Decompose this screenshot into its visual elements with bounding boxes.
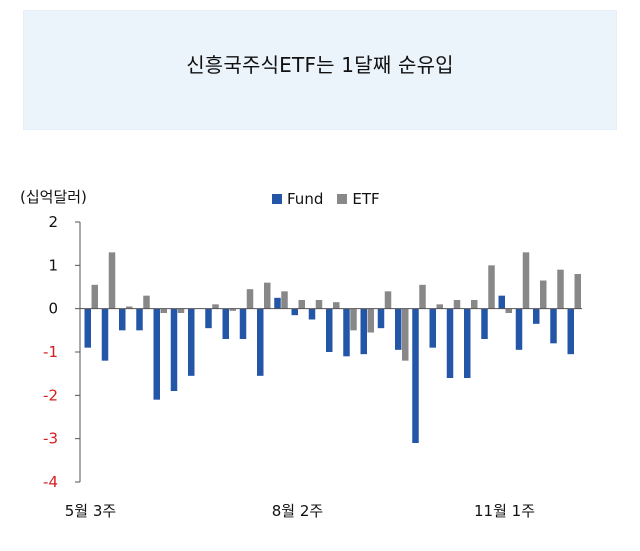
bar-etf xyxy=(471,300,478,309)
x-tick-label: 8월 2주 xyxy=(272,502,323,520)
bar-etf xyxy=(384,291,392,309)
bar-etf xyxy=(315,300,323,309)
bar-fund xyxy=(464,308,471,378)
bar-fund xyxy=(360,308,367,355)
bar-fund xyxy=(119,308,126,331)
bar-fund xyxy=(170,308,178,391)
bar-fund xyxy=(395,308,402,350)
y-tick-label: -1 xyxy=(43,343,58,361)
bar-etf xyxy=(298,300,305,309)
bar-fund xyxy=(343,308,350,357)
bar-etf xyxy=(402,308,409,361)
bar-etf xyxy=(281,291,288,309)
bar-etf xyxy=(350,308,357,331)
legend-swatch-etf xyxy=(337,194,348,204)
bar-etf xyxy=(488,265,495,309)
bar-fund xyxy=(550,308,557,344)
bar-etf xyxy=(229,308,236,311)
bar-etf xyxy=(212,304,219,309)
bar-etf xyxy=(540,280,547,309)
bar-fund xyxy=(205,308,212,329)
bar-etf xyxy=(574,274,581,309)
bar-fund xyxy=(101,308,109,361)
bar-etf xyxy=(367,308,374,333)
bar-fund xyxy=(412,308,419,443)
bar-fund xyxy=(257,308,264,376)
bar-etf xyxy=(557,269,564,309)
bar-fund xyxy=(515,308,523,350)
bar-fund xyxy=(84,308,91,348)
bar-etf xyxy=(108,252,116,309)
legend-swatch-fund xyxy=(272,194,282,204)
bar-etf xyxy=(177,308,185,313)
bar-etf xyxy=(264,282,271,309)
bar-fund xyxy=(481,308,488,339)
bar-fund xyxy=(153,308,160,400)
bar-fund xyxy=(239,308,247,339)
y-axis-unit-label: (십억달러) xyxy=(20,188,87,206)
bar-fund xyxy=(377,308,385,329)
y-tick-label: -3 xyxy=(43,430,58,448)
title-panel: 신흥국주식ETF는 1달째 순유입 xyxy=(23,10,617,130)
bar-etf xyxy=(453,300,461,309)
bar-etf xyxy=(246,289,254,309)
y-tick-label: 1 xyxy=(48,256,58,274)
y-tick-label: 0 xyxy=(48,300,58,318)
legend-label-fund: Fund xyxy=(287,190,324,208)
y-tick-label: -4 xyxy=(43,473,58,491)
bar-fund xyxy=(222,308,229,339)
bar-etf xyxy=(91,284,98,309)
bar-etf xyxy=(160,308,167,313)
bar-fund xyxy=(533,308,540,324)
bar-fund xyxy=(567,308,574,355)
bar-etf xyxy=(143,295,150,309)
bar-etf xyxy=(522,252,530,309)
bar-fund xyxy=(188,308,195,376)
y-tick-label: 2 xyxy=(48,213,58,231)
legend-item-etf: ETF xyxy=(337,190,380,208)
bar-fund xyxy=(429,308,436,348)
legend-label-etf: ETF xyxy=(352,190,380,208)
legend-item-fund: Fund xyxy=(272,190,323,208)
chart-title: 신흥국주식ETF는 1달째 순유입 xyxy=(186,53,454,77)
bar-fund xyxy=(291,308,298,316)
bar-etf xyxy=(333,302,340,309)
bar-fund xyxy=(308,308,316,320)
legend: Fund ETF xyxy=(272,190,394,208)
x-tick-label: 5월 3주 xyxy=(65,502,116,520)
bar-etf xyxy=(126,306,133,309)
bar-fund xyxy=(326,308,333,352)
bar-fund xyxy=(446,308,454,378)
x-tick-label: 11월 1주 xyxy=(474,502,535,520)
bar-etf xyxy=(436,304,443,309)
bar-fund xyxy=(274,297,281,309)
bar-fund xyxy=(136,308,143,331)
y-tick-label: -2 xyxy=(43,386,58,404)
bar-fund xyxy=(498,295,505,309)
bar-etf xyxy=(419,284,426,309)
bar-etf xyxy=(505,308,512,313)
